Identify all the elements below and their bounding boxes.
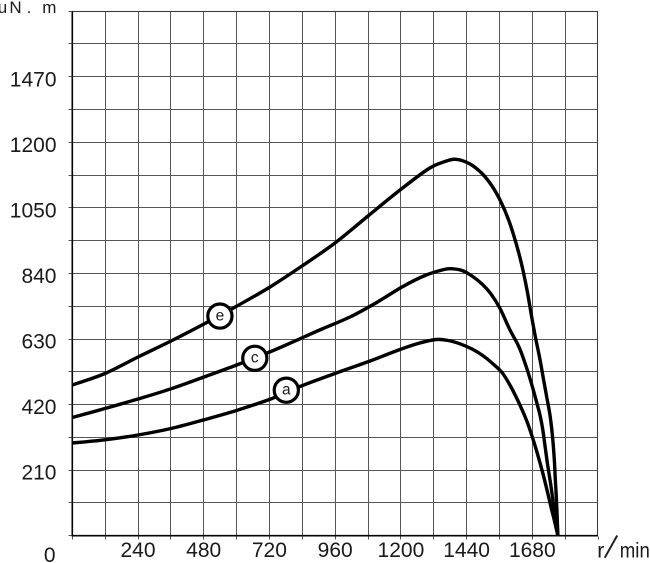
svg-text:210: 210 [21, 462, 56, 485]
svg-text:1440: 1440 [443, 539, 490, 562]
svg-text:c: c [251, 350, 259, 367]
svg-text:720: 720 [252, 539, 287, 562]
svg-text:1200: 1200 [378, 539, 425, 562]
svg-text:1200: 1200 [10, 134, 57, 157]
svg-text:0: 0 [44, 544, 56, 563]
svg-text:1050: 1050 [10, 199, 57, 222]
svg-text:1680: 1680 [509, 539, 556, 562]
svg-text:uN.m: uN.m [0, 0, 56, 17]
svg-text:240: 240 [120, 539, 155, 562]
svg-text:1470: 1470 [10, 68, 57, 91]
svg-text:840: 840 [21, 265, 56, 288]
svg-text:a: a [282, 382, 291, 399]
svg-text:min: min [620, 540, 650, 563]
svg-text:420: 420 [21, 396, 56, 419]
svg-text:960: 960 [318, 539, 353, 562]
svg-text:e: e [216, 307, 225, 324]
svg-text:630: 630 [21, 331, 56, 354]
svg-text:r: r [597, 540, 604, 563]
svg-text:480: 480 [186, 539, 221, 562]
